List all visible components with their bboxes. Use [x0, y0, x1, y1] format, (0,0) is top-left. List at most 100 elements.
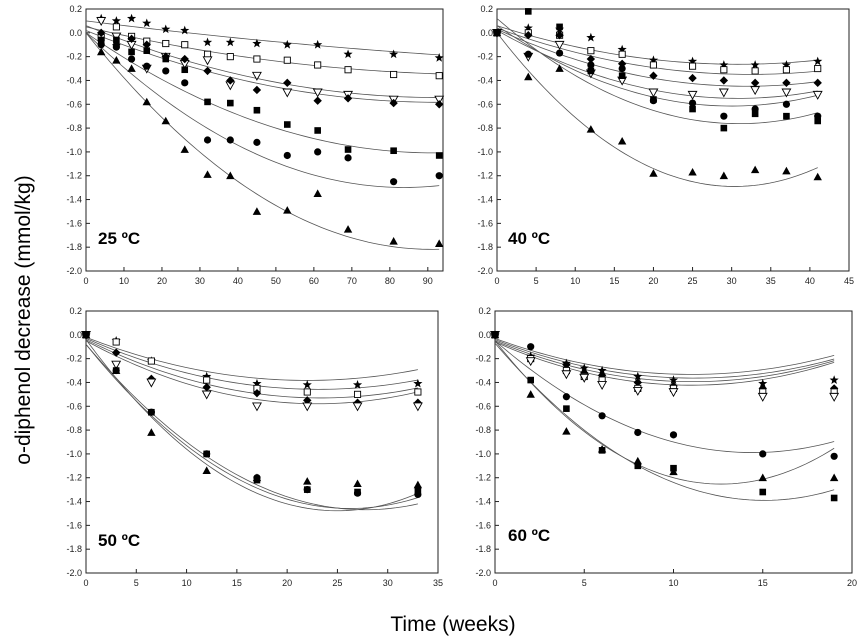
data-point: [813, 56, 823, 66]
data-point: [689, 105, 696, 113]
data-point: [617, 44, 627, 54]
data-point: [829, 375, 839, 384]
data-point: [414, 388, 422, 396]
fit-curve-triangle-down-open: [497, 30, 818, 99]
series-triangle: [96, 47, 444, 247]
series-circle: [82, 331, 422, 498]
y-tick-label: 0.0: [480, 28, 493, 38]
data-point: [750, 78, 760, 88]
data-point: [758, 378, 768, 388]
fit-curve-square: [497, 18, 818, 125]
fit-curve-diamond: [495, 339, 835, 379]
data-point: [225, 37, 235, 47]
y-tick-label: 0.2: [69, 4, 82, 14]
data-point: [687, 56, 698, 66]
x-tick-label: 0: [83, 276, 88, 286]
data-point: [751, 110, 759, 118]
data-point: [526, 390, 535, 398]
series-square: [491, 331, 838, 502]
data-point: [252, 402, 262, 412]
data-point: [618, 72, 626, 79]
x-tick-label: 80: [385, 276, 395, 286]
data-point: [180, 54, 189, 64]
y-tick-label: -1.4: [66, 195, 82, 205]
data-point: [97, 36, 105, 44]
data-point: [96, 47, 106, 56]
fit-curve-circle: [86, 32, 440, 188]
data-point: [203, 170, 212, 178]
data-point: [343, 225, 353, 233]
data-point: [633, 378, 642, 387]
fit-curves: [86, 336, 419, 512]
fit-curve-circle: [497, 25, 818, 107]
data-point: [670, 464, 677, 472]
y-tick-label: -0.2: [66, 52, 82, 62]
data-point: [579, 363, 589, 373]
series-triangle: [81, 330, 423, 489]
data-point: [252, 473, 262, 482]
fit-curve-diamond: [86, 339, 418, 399]
data-point: [435, 172, 443, 180]
data-point: [618, 64, 626, 73]
data-point: [586, 32, 596, 42]
data-point: [525, 357, 536, 367]
data-point: [352, 380, 363, 389]
plot-frame: [85, 8, 444, 272]
data-point: [146, 378, 157, 388]
data-point: [314, 127, 321, 134]
data-point: [719, 171, 729, 180]
y-axis-label: o-diphenol decrease (mmol/kg): [12, 175, 35, 464]
y-tick-label: -1.0: [477, 147, 493, 157]
data-point: [202, 466, 211, 474]
data-point: [435, 239, 444, 247]
data-point: [390, 70, 398, 79]
data-point: [313, 189, 322, 197]
data-point: [649, 169, 658, 177]
data-point: [813, 172, 822, 181]
data-point: [434, 53, 444, 62]
data-point: [203, 136, 212, 144]
data-point: [782, 100, 791, 108]
data-point: [781, 60, 791, 69]
data-point: [142, 18, 152, 28]
y-tick-label: 0.2: [69, 306, 82, 316]
data-point: [587, 47, 595, 55]
data-point: [202, 383, 211, 392]
data-point: [554, 40, 565, 50]
data-point: [314, 148, 322, 156]
x-tick-label: 90: [423, 276, 433, 286]
data-point: [555, 31, 564, 40]
data-point: [283, 151, 291, 160]
data-point: [524, 72, 533, 81]
data-point: [633, 371, 643, 381]
panel-temperature-label: 25 ºC: [98, 229, 140, 248]
data-point: [434, 95, 445, 105]
series-square-open: [82, 331, 422, 398]
data-point: [587, 61, 595, 69]
data-point: [750, 86, 761, 96]
series-square-open: [97, 23, 443, 80]
data-point: [830, 452, 838, 460]
data-point: [390, 178, 398, 186]
x-tick-label: 10: [668, 578, 678, 588]
data-point: [782, 66, 790, 74]
data-point: [303, 396, 312, 405]
fit-curve-triangle: [497, 32, 818, 187]
data-point: [829, 473, 839, 482]
data-point: [252, 207, 262, 215]
data-point: [782, 78, 791, 88]
x-tick-label: 20: [282, 578, 292, 588]
y-tick-label: -1.8: [66, 242, 82, 252]
data-point: [253, 55, 261, 63]
data-point: [97, 41, 105, 49]
data-point: [389, 237, 398, 245]
data-point: [649, 61, 657, 69]
data-point: [344, 154, 352, 162]
data-point: [814, 117, 822, 125]
fit-curve-square: [495, 342, 835, 501]
data-point: [303, 388, 311, 396]
data-point: [750, 165, 760, 174]
data-point: [759, 450, 767, 458]
fit-curves: [495, 338, 835, 501]
data-point: [283, 206, 292, 214]
